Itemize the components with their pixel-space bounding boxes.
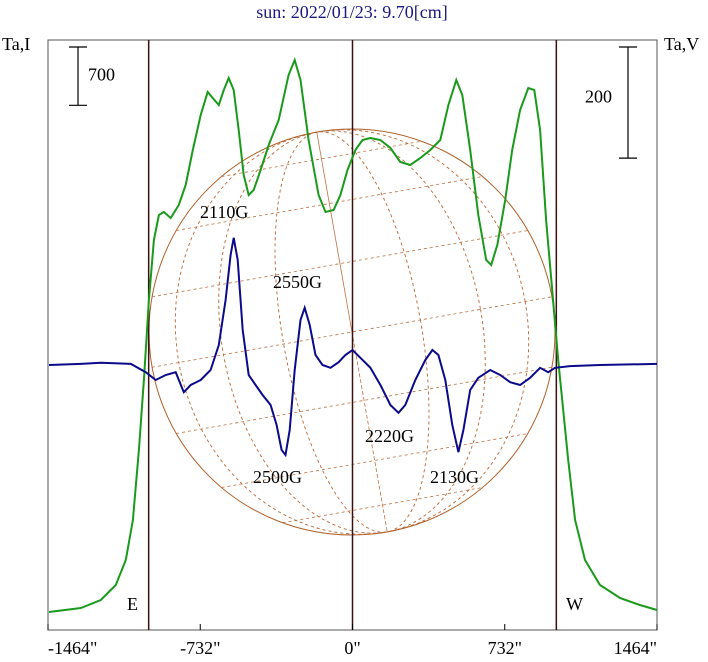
y2-axis-label: Ta,V — [664, 34, 699, 54]
limb-label: W — [566, 594, 583, 614]
grid-curve — [152, 296, 552, 368]
y-axis-label: Ta,I — [2, 34, 30, 54]
x-tick-label: 732" — [488, 638, 522, 658]
grid-curve — [221, 433, 528, 488]
i-scale-bar-label: 700 — [88, 64, 115, 84]
annotation: 2110G — [200, 202, 248, 222]
series-line — [48, 237, 658, 458]
x-tick-label: -1464" — [48, 638, 97, 658]
grid-curve — [282, 487, 483, 524]
grid-curve — [176, 176, 483, 231]
limb-label: E — [127, 594, 138, 614]
annotation: 2220G — [365, 426, 414, 446]
series-line — [48, 56, 658, 613]
chart-title: sun: 2022/01/23: 9.70[cm] — [256, 2, 448, 22]
x-tick-label: -732" — [180, 638, 220, 658]
annotation: 2550G — [273, 272, 322, 292]
annotation: 2500G — [253, 467, 302, 487]
annotation: 2130G — [430, 467, 479, 487]
x-tick-label: 0" — [344, 638, 360, 658]
v-scale-bar-label: 200 — [585, 87, 612, 107]
x-tick-label: 1464" — [614, 638, 657, 658]
grid-curve — [174, 129, 530, 535]
